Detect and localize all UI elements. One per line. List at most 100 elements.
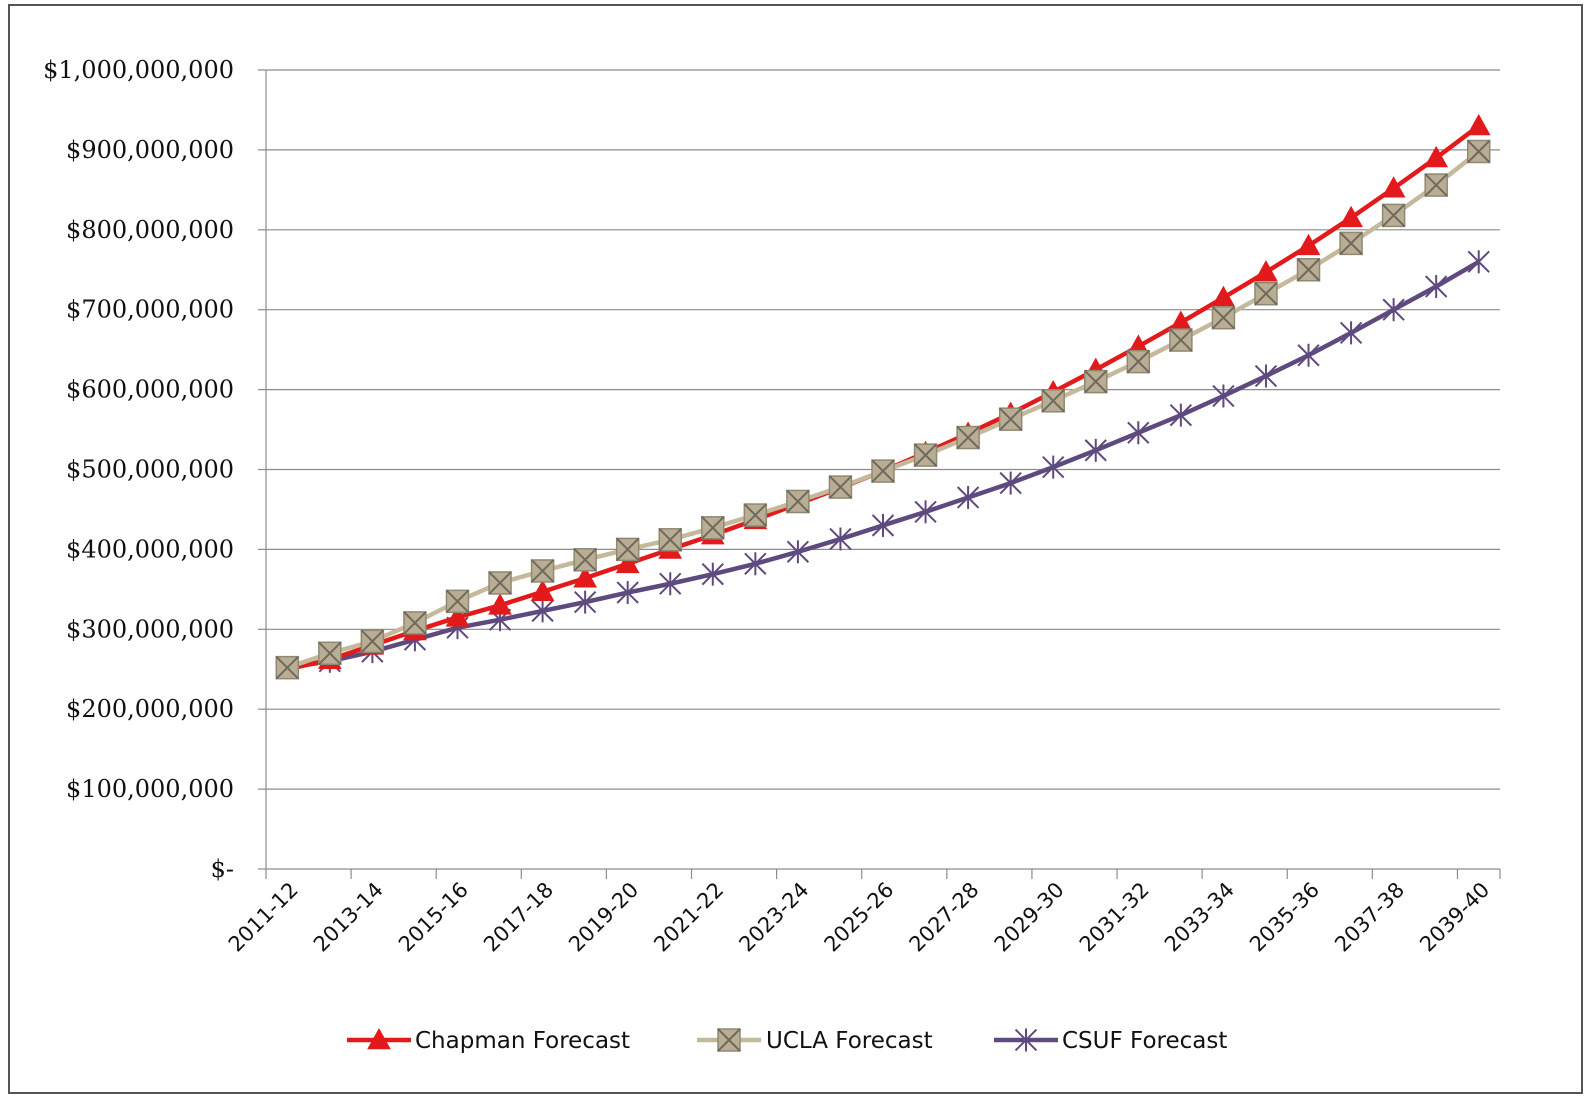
x-tick-label: 2029-30 — [990, 878, 1069, 957]
legend-swatch-marker — [367, 1027, 391, 1050]
data-point — [956, 485, 980, 509]
data-point — [786, 489, 810, 514]
data-point — [1425, 275, 1448, 299]
data-point — [1254, 260, 1278, 282]
legend-label: UCLA Forecast — [766, 1028, 933, 1054]
legend-item-csuf-forecast[interactable]: CSUF Forecast — [994, 1028, 1227, 1054]
data-point — [530, 579, 555, 602]
data-point — [1254, 281, 1278, 306]
data-point — [998, 407, 1023, 431]
y-tick-label: $300,000,000 — [66, 615, 234, 643]
data-point — [445, 589, 470, 614]
data-point — [828, 475, 853, 499]
data-point — [1211, 305, 1236, 330]
data-point — [1212, 384, 1235, 408]
data-point — [786, 540, 810, 564]
data-point — [999, 471, 1022, 495]
data-point — [871, 459, 895, 483]
y-tick-label: $200,000,000 — [66, 695, 234, 723]
series-ucla-forecast — [275, 139, 1491, 680]
data-point — [530, 559, 555, 583]
data-point — [871, 513, 895, 537]
series-lines — [275, 113, 1491, 680]
data-point — [1382, 298, 1405, 322]
data-point — [701, 562, 724, 586]
data-point — [1042, 455, 1065, 479]
y-tick-label: $400,000,000 — [66, 535, 234, 563]
axes: $- $100,000,000 $200,000,000 $300,000,000 $4… — [43, 56, 1501, 957]
data-point — [1466, 113, 1491, 136]
x-tick-label: 2015-16 — [394, 878, 473, 957]
x-tick-label: 2025-26 — [820, 878, 899, 957]
data-point — [615, 537, 640, 562]
legend-item-ucla-forecast[interactable]: UCLA Forecast — [697, 1028, 933, 1054]
data-point — [1169, 328, 1193, 352]
series-csuf-forecast — [276, 250, 1490, 680]
data-point — [1297, 343, 1320, 367]
x-tick-label: 2013-14 — [309, 878, 388, 957]
x-tick-label: 2019-20 — [564, 878, 643, 957]
data-point — [275, 655, 300, 680]
data-point — [658, 528, 682, 552]
data-point — [956, 425, 980, 450]
x-tick-label: 2033-34 — [1160, 878, 1239, 957]
legend-label: CSUF Forecast — [1062, 1028, 1227, 1054]
data-point — [1381, 203, 1406, 228]
data-point — [531, 599, 554, 623]
x-tick-label: 2031-32 — [1075, 878, 1154, 957]
data-point — [913, 443, 938, 467]
y-tick-label: $800,000,000 — [66, 216, 234, 244]
data-point — [1041, 389, 1065, 413]
y-tick-label: $500,000,000 — [66, 456, 234, 484]
x-tick-label: 2039-40 — [1415, 878, 1494, 957]
data-point — [1424, 173, 1448, 197]
x-tick-label: 2035-36 — [1245, 878, 1324, 957]
data-point — [318, 641, 342, 666]
legend-item-chapman-forecast[interactable]: Chapman Forecast — [347, 1027, 630, 1054]
data-point — [1424, 145, 1449, 168]
x-tick-label: 2017-18 — [479, 878, 558, 957]
gridlines — [266, 69, 1500, 790]
legend-swatch-marker — [717, 1028, 741, 1052]
data-point — [403, 611, 427, 635]
data-point — [1254, 364, 1278, 388]
data-point — [1126, 349, 1151, 374]
data-point — [615, 551, 640, 574]
data-point — [1084, 438, 1107, 462]
data-point — [1296, 233, 1321, 256]
data-point — [701, 516, 725, 540]
data-point — [488, 571, 512, 595]
x-tick-label: 2011-12 — [224, 878, 303, 957]
data-point — [1211, 285, 1236, 308]
data-point — [829, 527, 852, 551]
y-tick-label: $100,000,000 — [66, 775, 234, 803]
data-point — [1339, 205, 1363, 228]
y-tick-label: $600,000,000 — [66, 376, 234, 404]
data-point — [1084, 369, 1108, 394]
y-tick-label: $900,000,000 — [66, 136, 234, 164]
data-point — [360, 629, 385, 654]
data-point — [1339, 321, 1363, 345]
data-point — [1467, 250, 1490, 274]
data-point — [488, 593, 512, 615]
data-point — [1296, 258, 1321, 282]
y-tick-label: $700,000,000 — [66, 296, 234, 324]
x-tick-label: 2037-38 — [1330, 878, 1409, 957]
series-line — [286, 124, 1481, 672]
data-point — [1466, 139, 1491, 164]
data-point — [744, 552, 767, 576]
data-point — [445, 605, 470, 627]
x-tick-label: 2021-22 — [649, 878, 728, 957]
legend-swatch-marker — [1014, 1028, 1038, 1052]
data-point — [1339, 231, 1363, 256]
legend[interactable]: Chapman Forecast UCLA Forecast CSUF Foreca… — [347, 1027, 1227, 1054]
legend-label: Chapman Forecast — [415, 1028, 630, 1054]
data-point — [743, 503, 768, 527]
data-point — [1169, 403, 1193, 427]
data-point — [1127, 421, 1150, 445]
data-point — [659, 572, 682, 596]
data-point — [573, 548, 597, 572]
y-tick-label: $1,000,000,000 — [43, 56, 234, 84]
data-point — [1381, 176, 1406, 198]
